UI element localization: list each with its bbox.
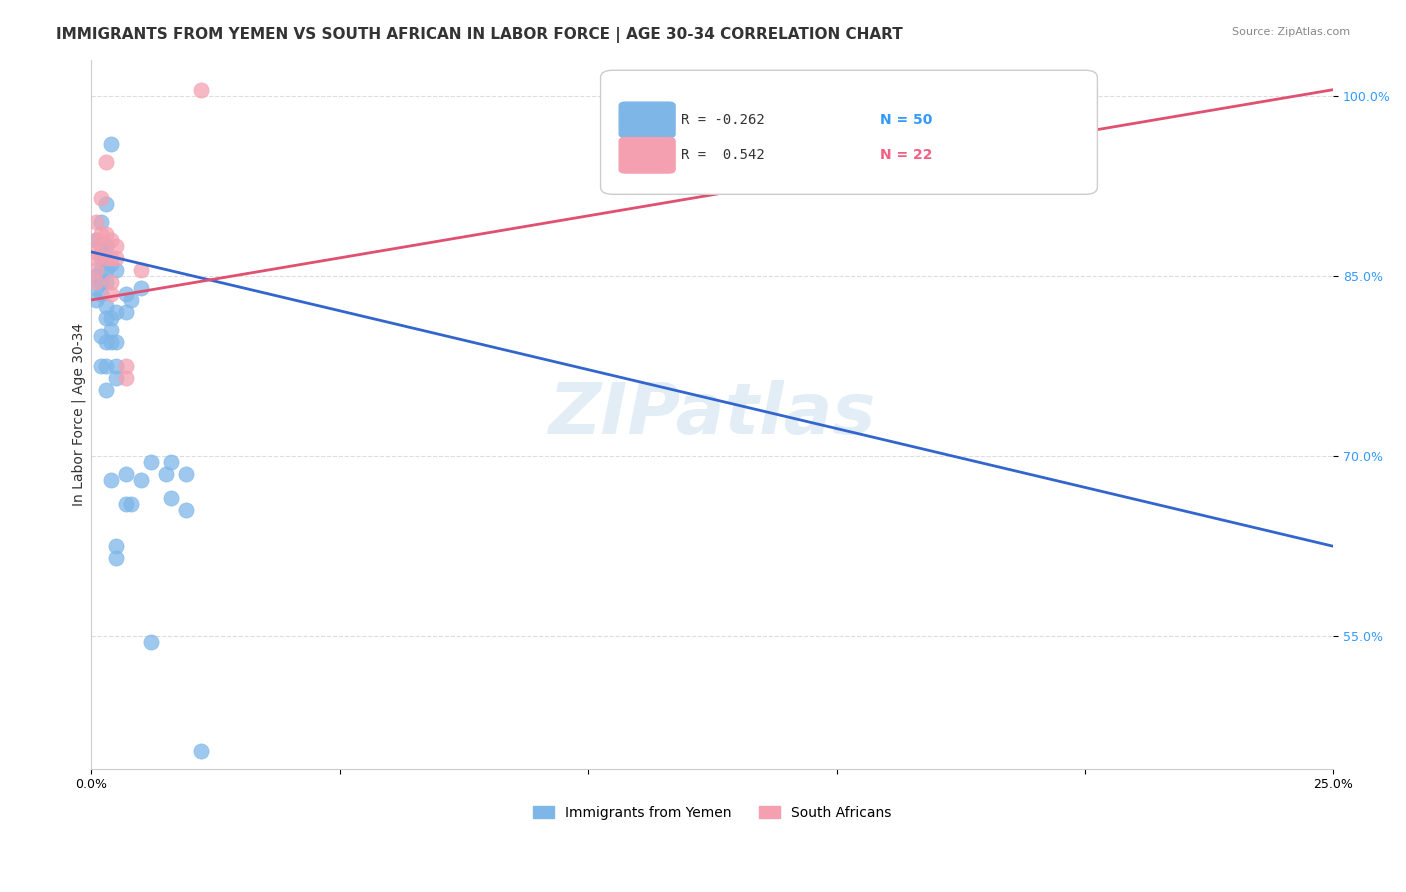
- Point: [90, 275, 112, 289]
- Point: [105, 263, 128, 277]
- Point: [115, 467, 138, 482]
- Point: [96, 239, 118, 253]
- Point: [100, 251, 122, 265]
- Y-axis label: In Labor Force | Age 30-34: In Labor Force | Age 30-34: [72, 323, 86, 506]
- Point: [96, 359, 118, 373]
- Point: [100, 233, 122, 247]
- Point: [100, 310, 122, 325]
- Point: [120, 293, 142, 307]
- Point: [84, 281, 107, 295]
- Point: [96, 196, 118, 211]
- Point: [90, 287, 112, 301]
- Point: [100, 136, 122, 151]
- Point: [159, 455, 181, 469]
- Point: [174, 503, 197, 517]
- Text: IMMIGRANTS FROM YEMEN VS SOUTH AFRICAN IN LABOR FORCE | AGE 30-34 CORRELATION CH: IMMIGRANTS FROM YEMEN VS SOUTH AFRICAN I…: [56, 27, 903, 43]
- Text: R =  0.542: R = 0.542: [682, 148, 765, 162]
- Point: [100, 257, 122, 271]
- Point: [105, 551, 128, 566]
- Point: [96, 310, 118, 325]
- Point: [90, 329, 112, 343]
- Point: [115, 305, 138, 319]
- FancyBboxPatch shape: [600, 70, 1098, 194]
- Point: [100, 473, 122, 487]
- Point: [115, 497, 138, 511]
- Point: [84, 268, 107, 283]
- Point: [100, 334, 122, 349]
- Point: [90, 359, 112, 373]
- Point: [159, 491, 181, 506]
- Point: [105, 239, 128, 253]
- FancyBboxPatch shape: [619, 137, 675, 173]
- Point: [129, 281, 152, 295]
- Point: [84, 244, 107, 259]
- Point: [96, 275, 118, 289]
- Point: [100, 323, 122, 337]
- Point: [115, 371, 138, 385]
- Point: [90, 191, 112, 205]
- Point: [96, 334, 118, 349]
- Point: [84, 215, 107, 229]
- Point: [96, 263, 118, 277]
- FancyBboxPatch shape: [619, 103, 675, 137]
- Text: Source: ZipAtlas.com: Source: ZipAtlas.com: [1232, 27, 1350, 37]
- Point: [84, 251, 107, 265]
- Point: [139, 635, 162, 649]
- Legend: Immigrants from Yemen, South Africans: Immigrants from Yemen, South Africans: [527, 800, 897, 825]
- Point: [174, 467, 197, 482]
- Point: [115, 359, 138, 373]
- Text: R = -0.262: R = -0.262: [682, 113, 765, 127]
- Text: ZIPatlas: ZIPatlas: [548, 380, 876, 449]
- Point: [96, 383, 118, 397]
- Point: [90, 215, 112, 229]
- Point: [100, 275, 122, 289]
- Point: [120, 497, 142, 511]
- Point: [155, 467, 177, 482]
- Point: [90, 239, 112, 253]
- Point: [129, 473, 152, 487]
- Point: [100, 287, 122, 301]
- Point: [96, 154, 118, 169]
- Point: [90, 251, 112, 265]
- Point: [84, 233, 107, 247]
- Point: [190, 743, 212, 757]
- Point: [105, 359, 128, 373]
- Point: [90, 239, 112, 253]
- Point: [105, 305, 128, 319]
- Point: [96, 227, 118, 241]
- Point: [105, 539, 128, 553]
- Point: [129, 263, 152, 277]
- Point: [90, 227, 112, 241]
- Point: [84, 263, 107, 277]
- Text: N = 22: N = 22: [880, 148, 932, 162]
- Point: [84, 275, 107, 289]
- Point: [90, 263, 112, 277]
- Point: [96, 251, 118, 265]
- Point: [84, 293, 107, 307]
- Point: [105, 251, 128, 265]
- Point: [96, 299, 118, 313]
- Point: [139, 455, 162, 469]
- Point: [84, 233, 107, 247]
- Point: [105, 334, 128, 349]
- Point: [190, 82, 212, 96]
- Point: [105, 371, 128, 385]
- Text: N = 50: N = 50: [880, 113, 932, 127]
- Point: [115, 287, 138, 301]
